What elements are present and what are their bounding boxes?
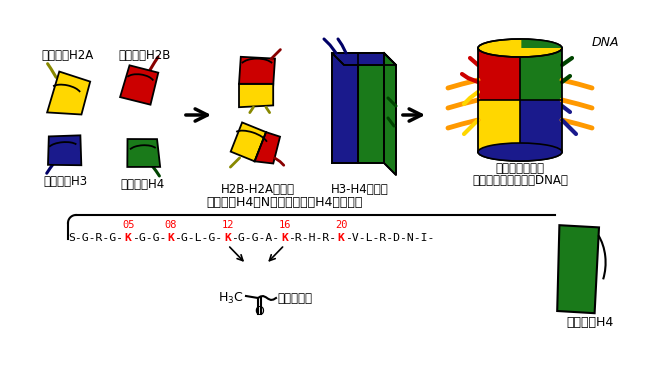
Text: -V-L-R-D-N-I-: -V-L-R-D-N-I-	[345, 233, 434, 243]
Polygon shape	[478, 48, 520, 100]
Text: 05: 05	[122, 220, 135, 230]
Polygon shape	[332, 53, 358, 163]
Text: K: K	[168, 233, 174, 243]
Text: H3-H4四量体: H3-H4四量体	[331, 183, 389, 196]
Text: 20: 20	[335, 220, 348, 230]
Text: K: K	[125, 233, 132, 243]
Polygon shape	[384, 53, 396, 175]
Polygon shape	[239, 57, 275, 85]
Ellipse shape	[478, 143, 562, 161]
Text: 16: 16	[278, 220, 291, 230]
Text: S-G-R-G-: S-G-R-G-	[68, 233, 123, 243]
Polygon shape	[520, 48, 562, 100]
Polygon shape	[358, 53, 384, 163]
Text: H2B-H2A二量体: H2B-H2A二量体	[221, 183, 295, 196]
Text: ヒストンH3: ヒストンH3	[43, 175, 87, 188]
Polygon shape	[520, 100, 562, 152]
Text: 12: 12	[222, 220, 234, 230]
Text: K: K	[338, 233, 344, 243]
Text: -G-L-G-: -G-L-G-	[174, 233, 222, 243]
Text: ヒストンH2A: ヒストンH2A	[42, 49, 94, 62]
Polygon shape	[332, 53, 396, 65]
Polygon shape	[478, 100, 520, 152]
Text: 08: 08	[165, 220, 177, 230]
Text: （ヒストン八量体＋DNA）: （ヒストン八量体＋DNA）	[472, 174, 568, 187]
Text: ヒストンH2B: ヒストンH2B	[119, 49, 172, 62]
Text: K: K	[281, 233, 288, 243]
Text: -G-G-A-: -G-G-A-	[231, 233, 279, 243]
Polygon shape	[47, 71, 90, 115]
Polygon shape	[127, 139, 160, 167]
Ellipse shape	[478, 39, 562, 57]
Text: K: K	[224, 233, 231, 243]
Polygon shape	[557, 225, 599, 313]
Text: -G-G-: -G-G-	[132, 233, 166, 243]
Polygon shape	[520, 48, 562, 152]
Polygon shape	[120, 65, 158, 105]
Polygon shape	[478, 48, 520, 152]
Text: -R-H-R-: -R-H-R-	[288, 233, 336, 243]
Text: DNA: DNA	[592, 36, 620, 48]
Polygon shape	[255, 132, 280, 164]
Polygon shape	[478, 100, 520, 152]
Text: ヒストンH4のN末端テイル（H4テイル）: ヒストンH4のN末端テイル（H4テイル）	[207, 195, 363, 209]
Polygon shape	[239, 84, 273, 107]
Polygon shape	[230, 122, 266, 161]
Text: O: O	[254, 305, 264, 318]
Polygon shape	[48, 135, 81, 165]
Ellipse shape	[478, 143, 562, 161]
Text: H$_3$C: H$_3$C	[218, 290, 244, 305]
Polygon shape	[520, 100, 562, 152]
Text: アセチル基: アセチル基	[277, 291, 312, 305]
Text: ヒストンH4: ヒストンH4	[121, 178, 165, 191]
Text: ヌクレオソーム: ヌクレオソーム	[496, 162, 545, 175]
Text: ヒストンH4: ヒストンH4	[566, 316, 614, 329]
